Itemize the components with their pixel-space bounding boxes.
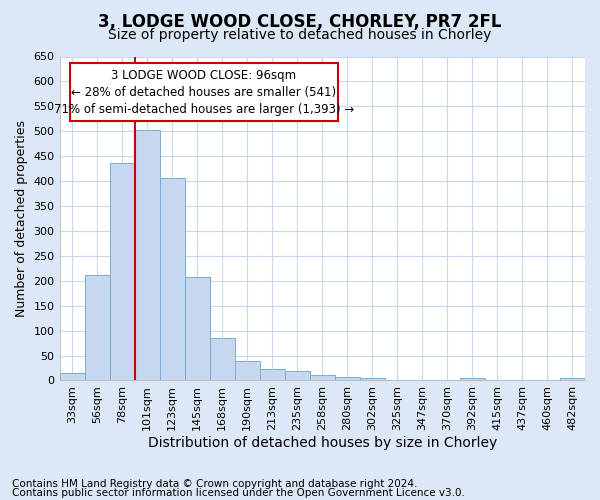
Y-axis label: Number of detached properties: Number of detached properties <box>15 120 28 317</box>
Bar <box>310 375 335 380</box>
Bar <box>59 373 85 380</box>
Bar <box>335 378 360 380</box>
Text: 3 LODGE WOOD CLOSE: 96sqm: 3 LODGE WOOD CLOSE: 96sqm <box>112 70 296 82</box>
Bar <box>134 130 160 380</box>
Bar <box>110 162 134 380</box>
Bar <box>185 278 209 380</box>
Text: Contains public sector information licensed under the Open Government Licence v3: Contains public sector information licen… <box>12 488 465 498</box>
Text: 3, LODGE WOOD CLOSE, CHORLEY, PR7 2FL: 3, LODGE WOOD CLOSE, CHORLEY, PR7 2FL <box>98 12 502 30</box>
Bar <box>260 370 285 380</box>
FancyBboxPatch shape <box>70 63 338 122</box>
Text: Size of property relative to detached houses in Chorley: Size of property relative to detached ho… <box>109 28 491 42</box>
Bar <box>460 378 485 380</box>
Bar <box>160 178 185 380</box>
Bar <box>285 372 310 380</box>
X-axis label: Distribution of detached houses by size in Chorley: Distribution of detached houses by size … <box>148 436 497 450</box>
Bar <box>209 338 235 380</box>
Text: 71% of semi-detached houses are larger (1,393) →: 71% of semi-detached houses are larger (… <box>54 103 354 116</box>
Bar <box>560 378 585 380</box>
Bar <box>85 275 110 380</box>
Bar <box>360 378 385 380</box>
Text: ← 28% of detached houses are smaller (541): ← 28% of detached houses are smaller (54… <box>71 86 337 98</box>
Bar <box>235 361 260 380</box>
Text: Contains HM Land Registry data © Crown copyright and database right 2024.: Contains HM Land Registry data © Crown c… <box>12 479 418 489</box>
